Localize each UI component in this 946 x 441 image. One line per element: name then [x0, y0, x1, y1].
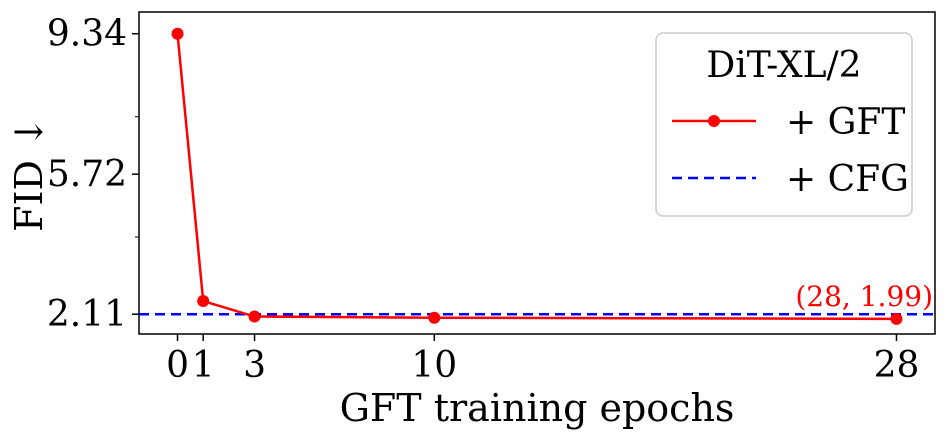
- legend-box: [655, 32, 913, 217]
- gft-point-epoch-10: [428, 311, 441, 324]
- gft-point-epoch-3: [248, 310, 261, 323]
- legend: DiT-XL/2 + GFT + CFG: [655, 32, 913, 217]
- y-tick-label-9-34: 9.34: [47, 14, 127, 55]
- x-tick-label-0: 0: [166, 345, 189, 386]
- gft-point-epoch-1: [197, 295, 210, 308]
- x-tick-label-3: 10: [411, 345, 457, 386]
- legend-title: DiT-XL/2: [706, 45, 861, 86]
- x-tick-label-1: 1: [192, 345, 215, 386]
- legend-cfg-label: + CFG: [786, 159, 909, 200]
- gft-point-epoch-0: [171, 27, 184, 40]
- legend-gft-label: + GFT: [786, 102, 905, 143]
- x-tick-label-4: 28: [874, 345, 920, 386]
- x-axis-title: GFT training epochs: [340, 386, 735, 430]
- legend-gft-swatch-marker: [708, 115, 720, 127]
- final-point-annotation: (28, 1.99): [795, 280, 933, 313]
- x-axis-ticks: 0 1 3 10 28: [166, 334, 919, 386]
- gft-point-epoch-28: [890, 312, 903, 325]
- y-tick-label-5-72: 5.72: [47, 154, 127, 195]
- y-axis-title: FID ↓: [7, 116, 51, 232]
- plot-area-frame: [138, 11, 936, 335]
- y-axis-ticks: 9.34 5.72 2.11: [47, 14, 139, 335]
- gft-series-points: [171, 27, 903, 325]
- x-tick-label-2: 3: [243, 345, 266, 386]
- y-tick-label-2-11: 2.11: [47, 294, 127, 335]
